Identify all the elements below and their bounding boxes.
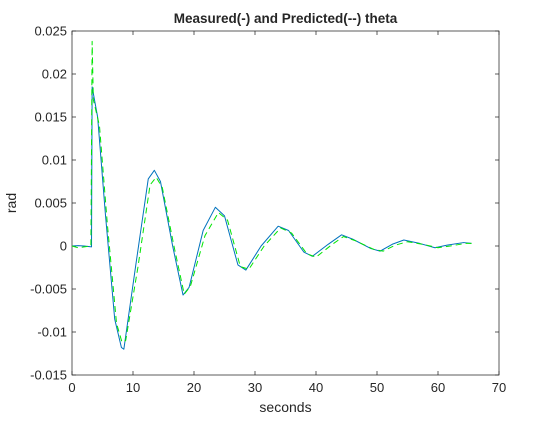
x-tick-label: 10 bbox=[126, 380, 140, 395]
y-tick-label: 0.025 bbox=[34, 24, 67, 39]
y-tick-label: 0 bbox=[60, 239, 67, 254]
y-tick-label: -0.015 bbox=[30, 368, 67, 383]
predicted-theta-line bbox=[71, 40, 472, 343]
y-tick-label: -0.01 bbox=[37, 325, 67, 340]
x-axis-label: seconds bbox=[259, 399, 311, 415]
x-tick-label: 60 bbox=[431, 380, 445, 395]
plot-frame bbox=[71, 30, 500, 376]
x-tick-label: 20 bbox=[187, 380, 201, 395]
measured-theta-line bbox=[71, 86, 472, 350]
plot-area: 0 10 20 30 40 50 60 70 -0.015 -0.01 -0.005 0 0.005 0.… bbox=[30, 24, 506, 396]
y-tick-label: 0.01 bbox=[42, 153, 67, 168]
x-tick-label: 0 bbox=[68, 380, 75, 395]
chart-title: Measured(-) and Predicted(--) theta bbox=[174, 11, 398, 26]
x-tick-label: 30 bbox=[248, 380, 262, 395]
y-tick-label: 0.015 bbox=[34, 110, 67, 125]
y-tick-label: 0.02 bbox=[42, 67, 67, 82]
y-axis-label: rad bbox=[3, 193, 19, 213]
y-tick-label: 0.005 bbox=[34, 196, 67, 211]
x-tick-label: 50 bbox=[370, 380, 384, 395]
y-tick-label: -0.005 bbox=[30, 282, 67, 297]
x-tick-label: 70 bbox=[492, 380, 506, 395]
x-tick-label: 40 bbox=[309, 380, 323, 395]
